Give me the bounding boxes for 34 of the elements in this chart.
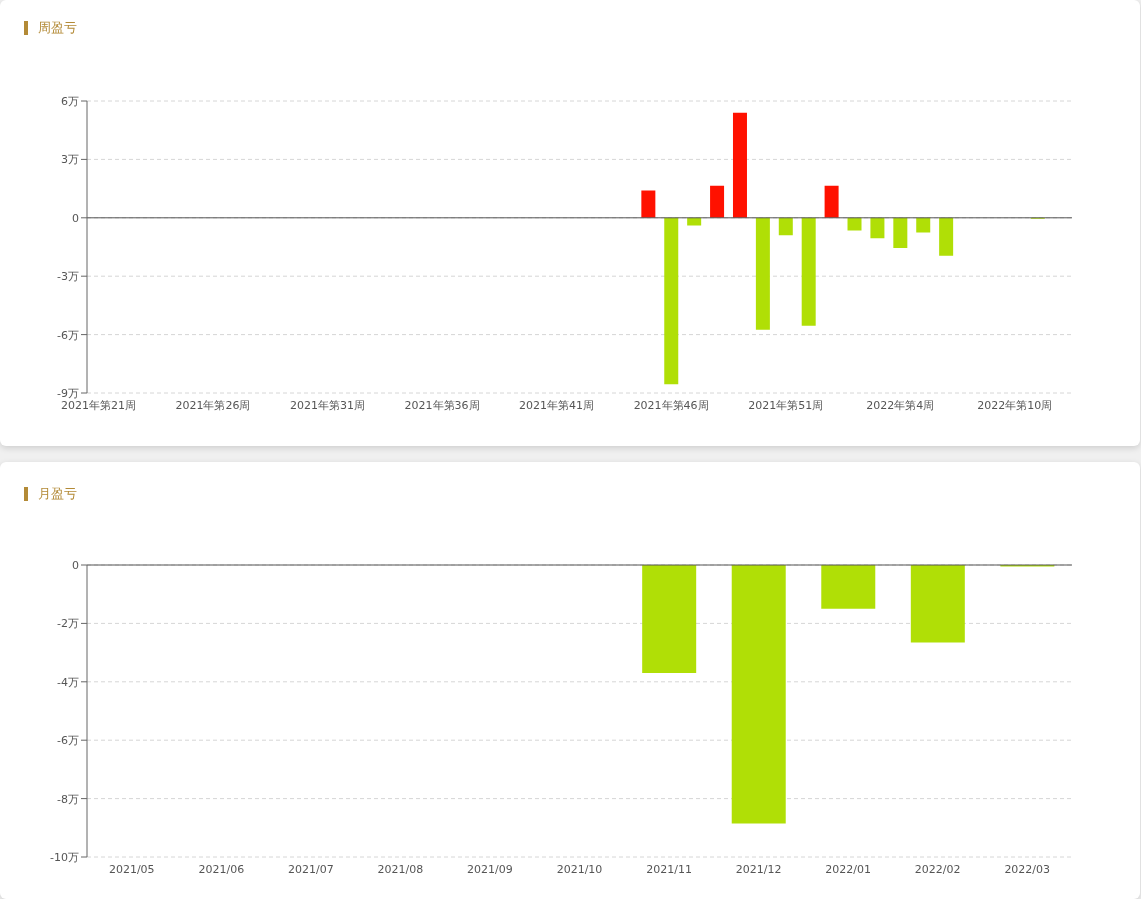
x-tick-label: 2021/05 bbox=[108, 862, 155, 876]
x-tick-label: 2022/02 bbox=[914, 862, 961, 876]
y-tick-label: -3万 bbox=[57, 270, 79, 284]
x-tick-label: 2021年第21周 bbox=[60, 398, 136, 412]
y-tick-label: -2万 bbox=[57, 617, 79, 631]
x-tick-label: 2021/12 bbox=[735, 862, 782, 876]
y-tick-label: -9万 bbox=[57, 386, 79, 400]
y-tick-label: -10万 bbox=[50, 850, 79, 864]
chart-title: 月盈亏 bbox=[38, 485, 77, 503]
y-tick-label: 3万 bbox=[61, 153, 79, 167]
x-tick-label: 2022年第4周 bbox=[866, 398, 935, 412]
x-tick-label: 2021年第26周 bbox=[175, 398, 251, 412]
y-tick-label: 6万 bbox=[61, 94, 79, 108]
y-tick-label: 0 bbox=[72, 211, 79, 225]
x-tick-label: 2021年第46周 bbox=[633, 398, 709, 412]
y-tick-label: -6万 bbox=[57, 328, 79, 342]
x-tick-label: 2021年第41周 bbox=[519, 398, 595, 412]
x-tick-label: 2021/11 bbox=[646, 862, 692, 876]
x-tick-label: 2021/06 bbox=[198, 862, 245, 876]
y-tick-label: 0 bbox=[72, 558, 79, 572]
y-tick-label: -6万 bbox=[57, 734, 79, 748]
y-tick-label: -8万 bbox=[57, 792, 79, 806]
x-tick-label: 2021年第31周 bbox=[290, 398, 366, 412]
x-tick-label: 2021/10 bbox=[556, 862, 603, 876]
x-tick-label: 2022年第10周 bbox=[977, 398, 1053, 412]
y-tick-label: -4万 bbox=[57, 675, 79, 689]
x-tick-label: 2021/07 bbox=[288, 862, 334, 876]
chart-title: 周盈亏 bbox=[38, 19, 77, 37]
x-tick-label: 2021/08 bbox=[377, 862, 424, 876]
x-tick-label: 2021年第51周 bbox=[748, 398, 824, 412]
x-tick-label: 2021年第36周 bbox=[404, 398, 480, 412]
x-tick-label: 2022/03 bbox=[1004, 862, 1051, 876]
x-tick-label: 2021/09 bbox=[467, 862, 513, 876]
x-tick-label: 2022/01 bbox=[825, 862, 871, 876]
